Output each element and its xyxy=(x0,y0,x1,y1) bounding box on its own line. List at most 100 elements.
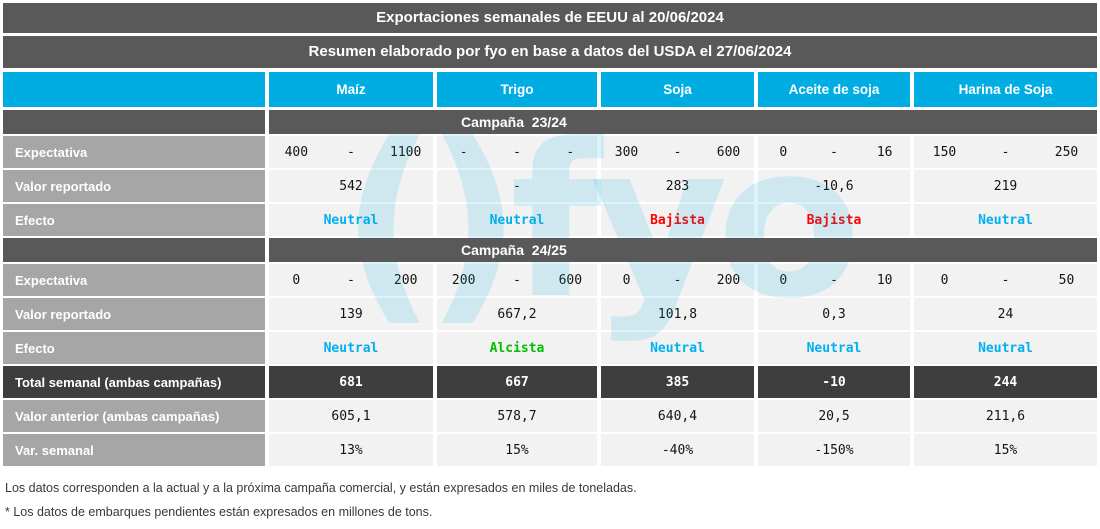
range-min: 150 xyxy=(932,144,957,160)
range-min: 200 xyxy=(451,272,476,288)
footnotes: Los datos corresponden a la actual y a l… xyxy=(5,481,637,529)
range-dash: - xyxy=(513,272,521,288)
range-dash: - xyxy=(830,144,838,160)
row-total-semanal: Total semanal (ambas campañas) 681 667 3… xyxy=(3,366,1097,398)
row-label: Expectativa xyxy=(3,264,265,296)
column-header-soja: Soja xyxy=(601,72,754,107)
row-valor-reportado-2425: Valor reportado 139 667,2 101,8 0,3 24 xyxy=(3,298,1097,330)
effect-cell: Neutral xyxy=(601,332,754,364)
row-var-semanal: Var. semanal 13% 15% -40% -150% 15% xyxy=(3,434,1097,466)
row-expectativa-2324: Expectativa 400 - 1100 - - - 300 - 600 0 - 16 15… xyxy=(3,136,1097,168)
row-label: Total semanal (ambas campañas) xyxy=(3,366,265,398)
value-cell: 139 xyxy=(269,298,433,330)
range-dash: - xyxy=(1001,144,1010,160)
value-cell: 15% xyxy=(437,434,597,466)
total-cell: 244 xyxy=(914,366,1097,398)
exports-report-table: Exportaciones semanales de EEUU al 20/06… xyxy=(3,3,1097,468)
range-max: 200 xyxy=(716,272,741,288)
campaign-banner-2324: Campaña 23/24 xyxy=(3,110,1097,134)
range-cell: --- xyxy=(437,136,597,168)
range-dash: - xyxy=(1001,272,1010,288)
range-cell: 0 - 200 xyxy=(601,264,754,296)
range-max: 16 xyxy=(876,144,893,160)
row-label: Expectativa xyxy=(3,136,265,168)
effect-cell: Bajista xyxy=(601,204,754,236)
value-cell: 605,1 xyxy=(269,400,433,432)
range-dash: - xyxy=(347,144,355,160)
effect-cell: Neutral xyxy=(269,204,433,236)
report-title: Exportaciones semanales de EEUU al 20/06… xyxy=(3,3,1097,33)
range-min: 0 xyxy=(940,272,949,288)
row-label: Valor reportado xyxy=(3,298,265,330)
value-cell: 0,3 xyxy=(758,298,910,330)
range-dash: - xyxy=(347,272,355,288)
row-label: Efecto xyxy=(3,204,265,236)
total-cell: 385 xyxy=(601,366,754,398)
value-cell: 667,2 xyxy=(437,298,597,330)
column-header-harina: Harina de Soja xyxy=(914,72,1097,107)
range-max: 10 xyxy=(876,272,893,288)
effect-cell: Bajista xyxy=(758,204,910,236)
row-label: Var. semanal xyxy=(3,434,265,466)
range-max: 1100 xyxy=(390,144,422,160)
value-cell: 640,4 xyxy=(601,400,754,432)
row-valor-reportado-2324: Valor reportado 542 - 283 -10,6 219 xyxy=(3,170,1097,202)
range-dash: - xyxy=(830,272,838,288)
effect-cell: Neutral xyxy=(437,204,597,236)
range-dash: - xyxy=(513,144,521,160)
row-valor-anterior: Valor anterior (ambas campañas) 605,1 57… xyxy=(3,400,1097,432)
total-cell: 681 xyxy=(269,366,433,398)
total-cell: 667 xyxy=(437,366,597,398)
value-cell: 13% xyxy=(269,434,433,466)
value-cell: 542 xyxy=(269,170,433,202)
range-min: 0 xyxy=(622,272,631,288)
range-min: 400 xyxy=(284,144,309,160)
value-cell: 20,5 xyxy=(758,400,910,432)
value-cell: -40% xyxy=(601,434,754,466)
range-max: 600 xyxy=(558,272,583,288)
range-cell: 300 - 600 xyxy=(601,136,754,168)
column-header-aceite: Aceite de soja xyxy=(758,72,910,107)
report-subtitle: Resumen elaborado por fyo en base a dato… xyxy=(3,36,1097,68)
total-cell: -10 xyxy=(758,366,910,398)
value-cell: -10,6 xyxy=(758,170,910,202)
range-dash: - xyxy=(673,144,682,160)
campaign-banner-spacer xyxy=(3,238,265,262)
value-cell: 211,6 xyxy=(914,400,1097,432)
campaign-banner-2425: Campaña 24/25 xyxy=(3,238,1097,262)
effect-cell: Neutral xyxy=(269,332,433,364)
range-min: 0 xyxy=(779,144,788,160)
effect-cell: Neutral xyxy=(914,204,1097,236)
campaign-title-2324: Campaña 23/24 xyxy=(269,110,1097,134)
effect-cell: Alcista xyxy=(437,332,597,364)
range-max: 200 xyxy=(393,272,418,288)
value-cell: 15% xyxy=(914,434,1097,466)
row-expectativa-2425: Expectativa 0 - 200 200 - 600 0 - 200 0 - 10 0 - 5… xyxy=(3,264,1097,296)
value-cell: 283 xyxy=(601,170,754,202)
effect-cell: Neutral xyxy=(914,332,1097,364)
range-max: 600 xyxy=(716,144,741,160)
campaign-title-2425: Campaña 24/25 xyxy=(269,238,1097,262)
value-cell: -150% xyxy=(758,434,910,466)
range-min: 0 xyxy=(292,272,301,288)
value-cell: 219 xyxy=(914,170,1097,202)
range-dash: - xyxy=(673,272,682,288)
row-efecto-2425: Efecto Neutral Alcista Neutral Neutral N… xyxy=(3,332,1097,364)
footnote-1: Los datos corresponden a la actual y a l… xyxy=(5,481,637,495)
row-label: Efecto xyxy=(3,332,265,364)
column-header-maiz: Maíz xyxy=(269,72,433,107)
campaign-banner-spacer xyxy=(3,110,265,134)
range-cell: 200 - 600 xyxy=(437,264,597,296)
range-cell: 0 - 200 xyxy=(269,264,433,296)
range-cell: 0 - 10 xyxy=(758,264,910,296)
range-min: 0 xyxy=(779,272,788,288)
range-cell: 0 - 16 xyxy=(758,136,910,168)
range-min: - xyxy=(459,144,468,160)
column-header-row: Maíz Trigo Soja Aceite de soja Harina de… xyxy=(3,72,1097,107)
range-min: 300 xyxy=(614,144,639,160)
range-max: 50 xyxy=(1058,272,1075,288)
column-header-trigo: Trigo xyxy=(437,72,597,107)
range-cell: 400 - 1100 xyxy=(269,136,433,168)
column-header-spacer xyxy=(3,72,265,107)
footnote-2: * Los datos de embarques pendientes está… xyxy=(5,505,433,519)
